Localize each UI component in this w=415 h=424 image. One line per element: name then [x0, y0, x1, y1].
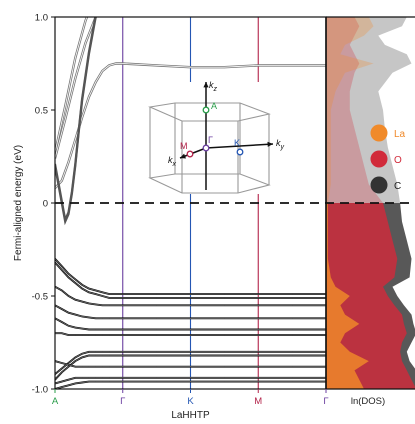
y-tick-label-1: 0.5	[35, 106, 48, 117]
inset-background	[145, 82, 285, 194]
band-cross-0	[55, 17, 97, 226]
band-upper-core-2	[55, 63, 326, 189]
inset-label-k: K	[234, 138, 240, 148]
bz-point-a	[202, 106, 210, 114]
bz-point-gamma	[202, 144, 210, 152]
kpoint-label-2: K	[187, 396, 194, 407]
kpoint-label-0: A	[52, 396, 59, 407]
band-valence-core-1	[55, 262, 326, 299]
kx-axis-head	[180, 153, 186, 159]
kpoint-label-1: Γ	[120, 396, 125, 407]
band-valence-core-7	[55, 355, 326, 380]
band-valence-core-6	[55, 351, 326, 375]
y-tick-label-3: -0.5	[32, 292, 48, 303]
legend-label-c: C	[394, 181, 401, 192]
inset-label-gamma: Γ	[208, 135, 213, 145]
band-valence-core-8	[55, 360, 326, 367]
bz-point-m	[186, 150, 194, 158]
y-axis-label: Fermi-aligned energy (eV)	[13, 145, 24, 261]
inset-label-ky-sub: y	[280, 144, 285, 151]
inset-label-a: A	[211, 101, 217, 111]
band-valence-core-5	[55, 332, 326, 336]
legend-marker-c	[370, 176, 388, 194]
legend-label-o: O	[394, 155, 402, 166]
ky-axis-head	[267, 141, 273, 147]
band-valence-core-2	[55, 286, 326, 306]
bz-point-k	[236, 148, 244, 156]
y-tick-label-4: -1.0	[32, 385, 48, 396]
dos-area-la-unoccupied	[326, 17, 374, 203]
legend-marker-la	[370, 124, 388, 142]
bands	[55, 17, 326, 389]
x-axis-label: LaHHTP	[171, 410, 210, 421]
inset-label-kx-sub: x	[172, 161, 177, 168]
dos-axis-label: ln(DOS)	[351, 396, 385, 407]
inset-label-kz-sub: z	[213, 86, 218, 93]
ky-axis	[205, 143, 274, 149]
inset-label-ky: ky	[276, 138, 285, 151]
kpoint-label-4: Γ	[323, 396, 328, 407]
dos-area-la-occupied	[326, 203, 369, 389]
kpoint-label-3: M	[254, 396, 262, 407]
legend-marker-o	[370, 150, 388, 168]
inset-label-m: M	[180, 141, 188, 151]
band-valence-core-10	[55, 381, 326, 389]
band-valence-core-0	[55, 258, 326, 295]
y-tick-label-2: 0	[43, 199, 48, 210]
legend-label-la: La	[394, 129, 406, 140]
dos-area-o-unoccupied	[326, 17, 383, 203]
band-cross-1	[55, 17, 97, 224]
y-tick-label-0: 1.0	[35, 13, 48, 24]
band-valence-core-3	[55, 305, 326, 319]
inset-label-kz: kz	[209, 80, 218, 93]
kz-axis-head	[203, 82, 209, 88]
dos-panel	[326, 17, 415, 389]
band-valence-core-9	[55, 377, 326, 384]
band-upper-core-1	[55, 17, 97, 159]
dos-area-o-occupied	[326, 203, 415, 389]
dos-area-c-unoccupied	[326, 17, 412, 203]
band-valence-core-4	[55, 318, 326, 330]
band-upper-core-0	[55, 17, 88, 153]
inset-label-kx: kx	[168, 155, 177, 168]
